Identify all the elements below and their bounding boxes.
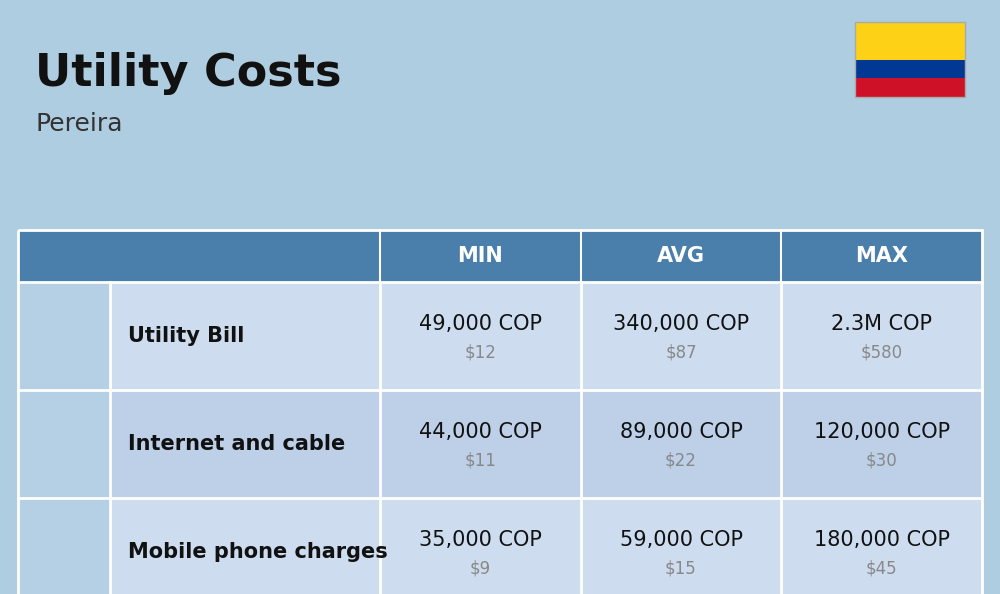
Text: $9: $9 [470, 559, 491, 577]
Text: 44,000 COP: 44,000 COP [419, 422, 542, 442]
Text: $11: $11 [464, 451, 496, 469]
Bar [855, 22, 965, 59]
Bar [18, 390, 982, 498]
Text: $12: $12 [464, 343, 496, 361]
Text: Pereira: Pereira [35, 112, 122, 136]
Text: 180,000 COP: 180,000 COP [814, 530, 950, 550]
Text: 49,000 COP: 49,000 COP [419, 314, 542, 334]
Text: AVG: AVG [657, 246, 705, 266]
Text: Mobile phone charges: Mobile phone charges [128, 542, 388, 562]
Text: 2.3M COP: 2.3M COP [831, 314, 932, 334]
Bar [18, 230, 982, 282]
Text: $45: $45 [866, 559, 897, 577]
Bar [18, 282, 110, 390]
Text: $22: $22 [665, 451, 697, 469]
Bar [855, 22, 965, 97]
Text: Utility Costs: Utility Costs [35, 52, 342, 95]
Text: 120,000 COP: 120,000 COP [814, 422, 950, 442]
Text: MIN: MIN [457, 246, 503, 266]
Text: 340,000 COP: 340,000 COP [613, 314, 749, 334]
Text: $15: $15 [665, 559, 697, 577]
Bar [18, 498, 110, 594]
Text: MAX: MAX [855, 246, 908, 266]
Text: 35,000 COP: 35,000 COP [419, 530, 542, 550]
Text: $580: $580 [861, 343, 903, 361]
Text: $30: $30 [866, 451, 898, 469]
Bar [18, 282, 982, 390]
Bar [855, 78, 965, 97]
Text: $87: $87 [665, 343, 697, 361]
Text: Internet and cable: Internet and cable [128, 434, 345, 454]
Text: Utility Bill: Utility Bill [128, 326, 244, 346]
Bar [18, 498, 982, 594]
Bar [18, 230, 982, 594]
Text: 89,000 COP: 89,000 COP [620, 422, 742, 442]
Bar [18, 390, 110, 498]
Bar [855, 59, 965, 78]
Text: 59,000 COP: 59,000 COP [620, 530, 742, 550]
